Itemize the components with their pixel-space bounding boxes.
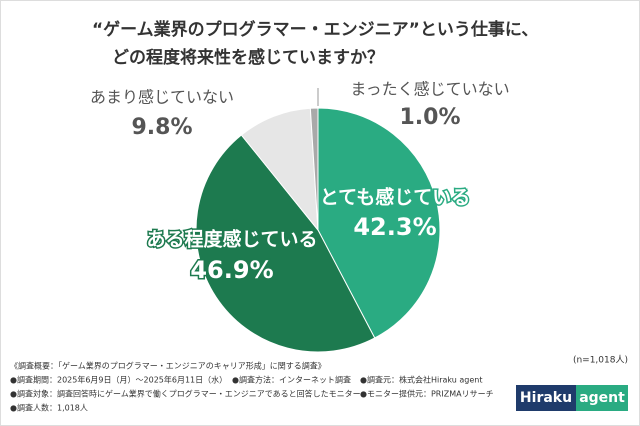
note: ●調査人数：1,018人	[10, 403, 88, 413]
category-label: ある程度感じている	[146, 228, 317, 251]
logo-text: agent	[579, 390, 625, 406]
category-label: まったく感じていない	[350, 80, 509, 99]
pie-slice	[240, 107, 319, 232]
logo-box	[576, 385, 628, 411]
category-label: とても感じている	[320, 186, 470, 209]
value-label: 1.0%	[399, 105, 460, 130]
pie-slice	[317, 107, 441, 339]
sample-size: (n=1,018人)	[573, 355, 628, 366]
pie-slice	[195, 134, 376, 353]
note: 《調査概要：「ゲーム業界のプログラマー・エンジニアのキャリア形成」に関する調査》	[10, 361, 326, 371]
note: ●調査方法：インターネット調査	[232, 375, 351, 385]
note: ●調査対象：調査回答時にゲーム業界で働くプログラマー・エンジニアであると回答した…	[10, 389, 361, 399]
title-line: どの程度将来性を感じていますか？	[112, 47, 384, 68]
note: ●調査元：株式会社Hiraku agent	[360, 375, 483, 385]
value-label: 42.3%	[353, 213, 436, 241]
category-label: あまり感じていない	[90, 88, 234, 107]
note: ●モニター提供元：PRIZMAリサーチ	[360, 389, 494, 399]
value-label: 9.8%	[131, 115, 192, 140]
title-line: “ゲーム業界のプログラマー・エンジニア”という仕事に、	[92, 19, 538, 40]
pie-slice	[309, 107, 319, 231]
logo-text: Hiraku	[520, 390, 572, 406]
logo-box	[516, 385, 576, 411]
note: ●調査期間：2025年6月9日（月）～2025年6月11日（水）	[10, 375, 227, 385]
value-label: 46.9%	[190, 256, 273, 284]
